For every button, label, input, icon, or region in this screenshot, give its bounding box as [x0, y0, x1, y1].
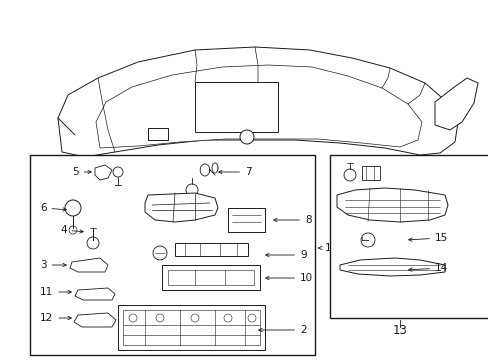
Circle shape — [87, 237, 99, 249]
Polygon shape — [96, 65, 421, 148]
Text: 14: 14 — [408, 263, 447, 273]
Text: 1: 1 — [318, 243, 331, 253]
Polygon shape — [75, 288, 115, 300]
Polygon shape — [195, 82, 278, 132]
Text: 3: 3 — [40, 260, 66, 270]
Text: 2: 2 — [258, 325, 306, 335]
Text: 8: 8 — [273, 215, 311, 225]
Bar — [30, 155, 314, 355]
Polygon shape — [227, 208, 264, 232]
Circle shape — [156, 314, 163, 322]
Polygon shape — [118, 305, 264, 350]
Circle shape — [343, 169, 355, 181]
Text: 13: 13 — [392, 324, 407, 337]
Polygon shape — [70, 258, 108, 272]
Circle shape — [360, 233, 374, 247]
Polygon shape — [336, 188, 447, 222]
Bar — [361, 166, 379, 180]
Text: 4: 4 — [60, 225, 83, 235]
Polygon shape — [162, 265, 260, 290]
Circle shape — [65, 200, 81, 216]
Text: 12: 12 — [40, 313, 71, 323]
Text: 9: 9 — [265, 250, 306, 260]
Circle shape — [185, 184, 198, 196]
Polygon shape — [148, 128, 168, 140]
Text: 7: 7 — [218, 167, 251, 177]
Circle shape — [153, 246, 167, 260]
Polygon shape — [123, 310, 260, 345]
Circle shape — [129, 314, 137, 322]
Text: 15: 15 — [408, 233, 447, 243]
Circle shape — [69, 226, 77, 234]
Text: 6: 6 — [40, 203, 66, 213]
Bar — [329, 155, 488, 318]
Polygon shape — [434, 78, 477, 130]
Text: 10: 10 — [265, 273, 312, 283]
Circle shape — [191, 314, 199, 322]
Polygon shape — [58, 47, 457, 157]
Polygon shape — [175, 243, 247, 256]
Polygon shape — [74, 313, 116, 327]
Text: 11: 11 — [40, 287, 71, 297]
Polygon shape — [339, 258, 444, 276]
Circle shape — [247, 314, 256, 322]
Text: 5: 5 — [72, 167, 91, 177]
Polygon shape — [168, 270, 253, 285]
Circle shape — [113, 167, 123, 177]
Circle shape — [240, 130, 253, 144]
Polygon shape — [145, 193, 218, 222]
Polygon shape — [95, 165, 112, 180]
Circle shape — [224, 314, 231, 322]
